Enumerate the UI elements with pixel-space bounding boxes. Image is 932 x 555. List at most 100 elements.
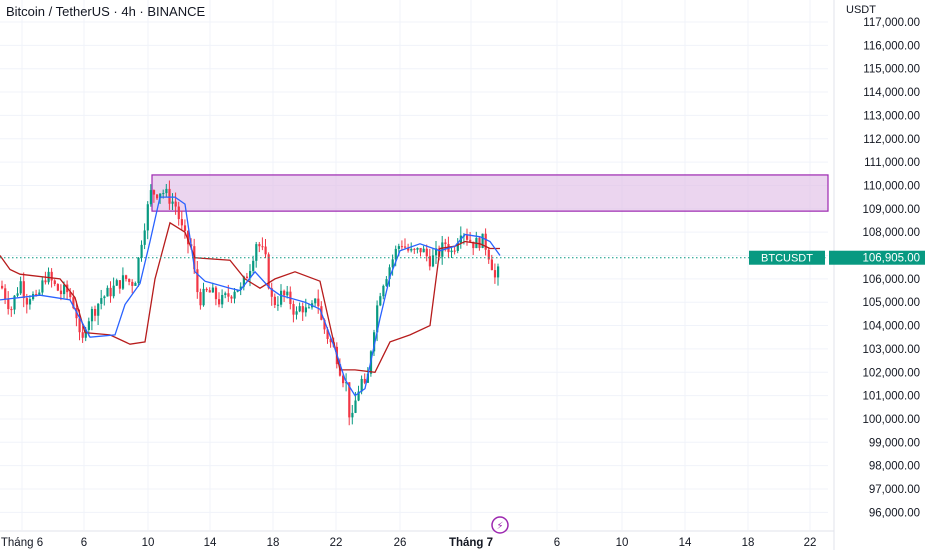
- candle[interactable]: [273, 296, 276, 306]
- resistance-zone[interactable]: [151, 174, 829, 212]
- candle[interactable]: [69, 292, 72, 298]
- candle[interactable]: [152, 190, 156, 195]
- candle[interactable]: [224, 293, 227, 295]
- candle[interactable]: [317, 298, 320, 307]
- candle[interactable]: [19, 281, 22, 294]
- candle[interactable]: [422, 248, 425, 253]
- candle[interactable]: [249, 270, 252, 279]
- candle[interactable]: [118, 280, 121, 289]
- candle[interactable]: [348, 382, 351, 418]
- candle[interactable]: [196, 269, 199, 293]
- candle[interactable]: [292, 304, 295, 315]
- candle[interactable]: [227, 293, 230, 297]
- candle[interactable]: [4, 288, 7, 300]
- candle[interactable]: [379, 296, 382, 306]
- candle[interactable]: [453, 250, 456, 252]
- candle[interactable]: [115, 280, 118, 286]
- candle[interactable]: [1, 285, 4, 289]
- candle[interactable]: [112, 285, 115, 297]
- candle[interactable]: [295, 311, 298, 315]
- candle[interactable]: [354, 400, 357, 413]
- candle[interactable]: [382, 285, 385, 297]
- candle[interactable]: [97, 303, 100, 316]
- candle[interactable]: [444, 242, 447, 245]
- candle[interactable]: [143, 230, 146, 245]
- candle[interactable]: [165, 188, 168, 194]
- candle[interactable]: [345, 382, 348, 384]
- candle[interactable]: [490, 259, 493, 271]
- candle[interactable]: [146, 204, 149, 231]
- candle[interactable]: [16, 293, 19, 296]
- candle[interactable]: [90, 309, 94, 322]
- candle[interactable]: [363, 378, 366, 383]
- candle[interactable]: [13, 295, 16, 310]
- candle[interactable]: [218, 299, 221, 305]
- candle[interactable]: [329, 338, 332, 343]
- candle[interactable]: [202, 288, 205, 306]
- candle[interactable]: [7, 299, 10, 310]
- candle[interactable]: [261, 246, 264, 248]
- candle[interactable]: [10, 309, 13, 311]
- candle[interactable]: [137, 257, 140, 284]
- candle[interactable]: [286, 291, 289, 296]
- candle[interactable]: [183, 225, 187, 231]
- candle[interactable]: [233, 291, 236, 299]
- candle[interactable]: [314, 298, 317, 304]
- candle[interactable]: [230, 296, 233, 299]
- candle[interactable]: [416, 247, 419, 250]
- candle[interactable]: [469, 239, 472, 242]
- candle[interactable]: [106, 287, 109, 297]
- candle[interactable]: [44, 280, 47, 283]
- candle[interactable]: [484, 233, 487, 250]
- candle[interactable]: [180, 219, 183, 226]
- candle[interactable]: [168, 188, 171, 204]
- candle[interactable]: [28, 299, 32, 305]
- candle[interactable]: [388, 267, 391, 280]
- candle[interactable]: [366, 373, 369, 383]
- candle[interactable]: [22, 281, 25, 299]
- candle[interactable]: [419, 247, 422, 253]
- candle[interactable]: [301, 306, 304, 313]
- candle[interactable]: [360, 378, 363, 392]
- candle[interactable]: [156, 194, 159, 199]
- candle[interactable]: [351, 412, 354, 418]
- candle[interactable]: [280, 290, 283, 305]
- candle[interactable]: [252, 260, 255, 271]
- candle[interactable]: [121, 275, 125, 289]
- candle[interactable]: [208, 290, 211, 293]
- candle[interactable]: [270, 288, 273, 297]
- candle[interactable]: [109, 287, 112, 297]
- candle[interactable]: [323, 319, 326, 330]
- candle[interactable]: [245, 276, 249, 279]
- candle[interactable]: [211, 287, 214, 293]
- candle[interactable]: [267, 254, 270, 289]
- candle[interactable]: [149, 190, 152, 205]
- candle[interactable]: [357, 391, 360, 401]
- candle[interactable]: [171, 201, 174, 204]
- candle[interactable]: [373, 332, 376, 352]
- candle[interactable]: [304, 307, 307, 313]
- candle[interactable]: [25, 298, 28, 305]
- candle[interactable]: [283, 290, 286, 296]
- candle[interactable]: [38, 292, 41, 295]
- symbol-tag[interactable]: [749, 250, 825, 265]
- candle[interactable]: [205, 288, 208, 291]
- candle[interactable]: [50, 271, 53, 281]
- candle[interactable]: [174, 201, 177, 207]
- candle[interactable]: [407, 247, 410, 251]
- candle[interactable]: [493, 270, 497, 278]
- candle[interactable]: [239, 286, 242, 290]
- candle[interactable]: [59, 290, 63, 295]
- candle[interactable]: [56, 284, 59, 291]
- candle[interactable]: [131, 281, 134, 286]
- price-tag[interactable]: [829, 250, 925, 265]
- candle[interactable]: [199, 292, 202, 306]
- candle[interactable]: [53, 280, 56, 285]
- candle[interactable]: [497, 266, 500, 278]
- candle[interactable]: [456, 242, 459, 251]
- event-marker-icon[interactable]: [491, 516, 509, 534]
- candle[interactable]: [162, 193, 165, 195]
- candle[interactable]: [410, 248, 413, 251]
